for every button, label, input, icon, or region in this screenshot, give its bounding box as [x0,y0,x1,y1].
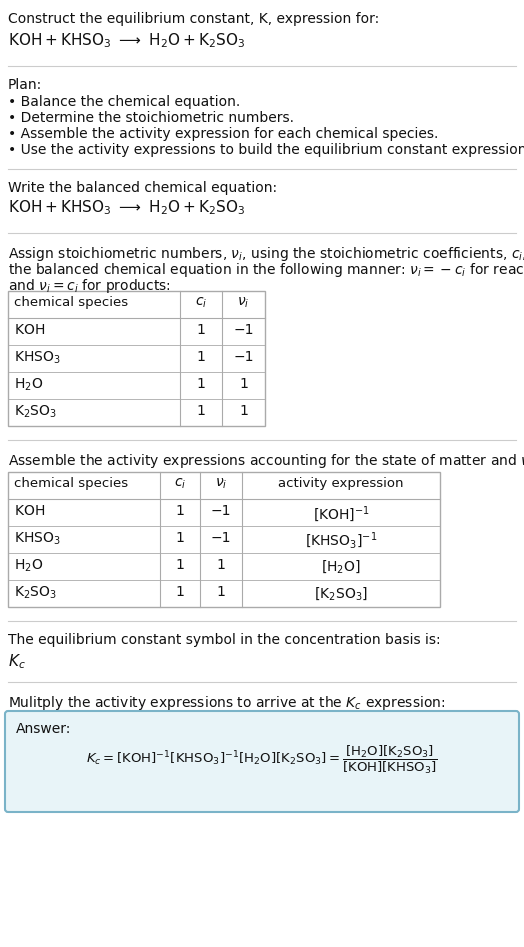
Text: $\mathregular{KHSO_3}$: $\mathregular{KHSO_3}$ [14,350,61,366]
Text: $\mathregular{K_2SO_3}$: $\mathregular{K_2SO_3}$ [14,404,57,420]
Text: $[\mathregular{KOH}]^{-1}$: $[\mathregular{KOH}]^{-1}$ [313,504,369,524]
Text: $\mathregular{H_2O}$: $\mathregular{H_2O}$ [14,377,43,393]
Text: $\mathregular{KOH + KHSO_3 \ \longrightarrow \ H_2O + K_2SO_3}$: $\mathregular{KOH + KHSO_3 \ \longrighta… [8,198,245,217]
Text: Construct the equilibrium constant, K, expression for:: Construct the equilibrium constant, K, e… [8,12,379,26]
Text: $[\mathregular{KHSO_3}]^{-1}$: $[\mathregular{KHSO_3}]^{-1}$ [305,531,377,551]
Text: $\nu_i$: $\nu_i$ [237,296,250,311]
Text: −1: −1 [211,504,231,518]
Text: • Use the activity expressions to build the equilibrium constant expression.: • Use the activity expressions to build … [8,143,524,157]
Text: $[\mathregular{K_2SO_3}]$: $[\mathregular{K_2SO_3}]$ [314,585,368,601]
Text: Answer:: Answer: [16,722,71,736]
Text: $K_c$: $K_c$ [8,652,26,670]
Bar [8,291,265,426]
Text: −1: −1 [233,323,254,337]
Bar [8,472,440,607]
Text: −1: −1 [233,350,254,364]
Text: chemical species: chemical species [14,296,128,309]
Text: the balanced chemical equation in the following manner: $\nu_i = -c_i$ for react: the balanced chemical equation in the fo… [8,261,524,279]
Text: $\mathregular{KOH + KHSO_3 \ \longrightarrow \ H_2O + K_2SO_3}$: $\mathregular{KOH + KHSO_3 \ \longrighta… [8,31,245,49]
Text: and $\nu_i = c_i$ for products:: and $\nu_i = c_i$ for products: [8,277,171,295]
Text: 1: 1 [216,585,225,599]
Text: $c_i$: $c_i$ [174,477,186,491]
Text: 1: 1 [176,585,184,599]
Text: 1: 1 [196,404,205,418]
Text: 1: 1 [196,323,205,337]
Text: • Balance the chemical equation.: • Balance the chemical equation. [8,95,240,109]
Text: Mulitply the activity expressions to arrive at the $K_c$ expression:: Mulitply the activity expressions to arr… [8,694,445,712]
Text: −1: −1 [211,531,231,545]
Text: $\mathregular{KOH}$: $\mathregular{KOH}$ [14,504,45,518]
Text: 1: 1 [176,504,184,518]
Text: Assemble the activity expressions accounting for the state of matter and $\nu_i$: Assemble the activity expressions accoun… [8,452,524,470]
Text: 1: 1 [239,377,248,391]
Text: $c_i$: $c_i$ [195,296,207,311]
Text: $\nu_i$: $\nu_i$ [215,477,227,491]
Text: $[\mathregular{H_2O}]$: $[\mathregular{H_2O}]$ [321,558,361,575]
Text: $\mathregular{KOH}$: $\mathregular{KOH}$ [14,323,45,337]
Text: Write the balanced chemical equation:: Write the balanced chemical equation: [8,181,277,195]
Text: $\mathregular{K_2SO_3}$: $\mathregular{K_2SO_3}$ [14,585,57,601]
Text: $\mathregular{KHSO_3}$: $\mathregular{KHSO_3}$ [14,531,61,547]
Text: • Determine the stoichiometric numbers.: • Determine the stoichiometric numbers. [8,111,294,125]
FancyBboxPatch shape [5,711,519,812]
Text: 1: 1 [176,531,184,545]
Text: chemical species: chemical species [14,477,128,490]
Text: • Assemble the activity expression for each chemical species.: • Assemble the activity expression for e… [8,127,439,141]
Text: 1: 1 [196,350,205,364]
Text: 1: 1 [196,377,205,391]
Text: Assign stoichiometric numbers, $\nu_i$, using the stoichiometric coefficients, $: Assign stoichiometric numbers, $\nu_i$, … [8,245,524,263]
Text: 1: 1 [176,558,184,572]
Text: 1: 1 [239,404,248,418]
Text: activity expression: activity expression [278,477,404,490]
Text: The equilibrium constant symbol in the concentration basis is:: The equilibrium constant symbol in the c… [8,633,441,647]
Text: 1: 1 [216,558,225,572]
Text: $K_c = [\mathregular{KOH}]^{-1} [\mathregular{KHSO_3}]^{-1} [\mathregular{H_2O}]: $K_c = [\mathregular{KOH}]^{-1} [\mathre… [86,744,438,777]
Text: Plan:: Plan: [8,78,42,92]
Text: $\mathregular{H_2O}$: $\mathregular{H_2O}$ [14,558,43,575]
